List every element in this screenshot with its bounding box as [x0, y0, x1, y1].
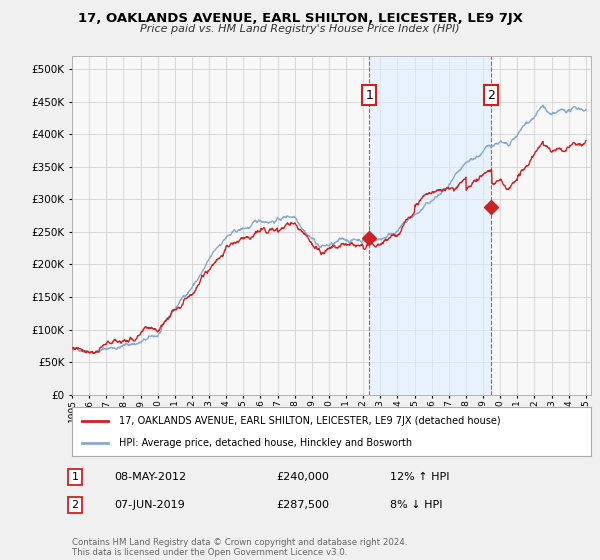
Text: 2: 2 [71, 500, 79, 510]
Text: 12% ↑ HPI: 12% ↑ HPI [390, 472, 449, 482]
Text: £240,000: £240,000 [276, 472, 329, 482]
Text: 17, OAKLANDS AVENUE, EARL SHILTON, LEICESTER, LE9 7JX: 17, OAKLANDS AVENUE, EARL SHILTON, LEICE… [77, 12, 523, 25]
Text: Contains HM Land Registry data © Crown copyright and database right 2024.
This d: Contains HM Land Registry data © Crown c… [72, 538, 407, 557]
Text: 1: 1 [71, 472, 79, 482]
Text: HPI: Average price, detached house, Hinckley and Bosworth: HPI: Average price, detached house, Hinc… [119, 437, 412, 447]
Bar [370, 56, 491, 395]
Text: 07-JUN-2019: 07-JUN-2019 [114, 500, 185, 510]
Text: 08-MAY-2012: 08-MAY-2012 [114, 472, 186, 482]
Text: 1: 1 [365, 88, 373, 101]
Text: 8% ↓ HPI: 8% ↓ HPI [390, 500, 443, 510]
Text: 2: 2 [487, 88, 494, 101]
Text: 17, OAKLANDS AVENUE, EARL SHILTON, LEICESTER, LE9 7JX (detached house): 17, OAKLANDS AVENUE, EARL SHILTON, LEICE… [119, 416, 500, 426]
Text: Price paid vs. HM Land Registry's House Price Index (HPI): Price paid vs. HM Land Registry's House … [140, 24, 460, 34]
Text: £287,500: £287,500 [276, 500, 329, 510]
